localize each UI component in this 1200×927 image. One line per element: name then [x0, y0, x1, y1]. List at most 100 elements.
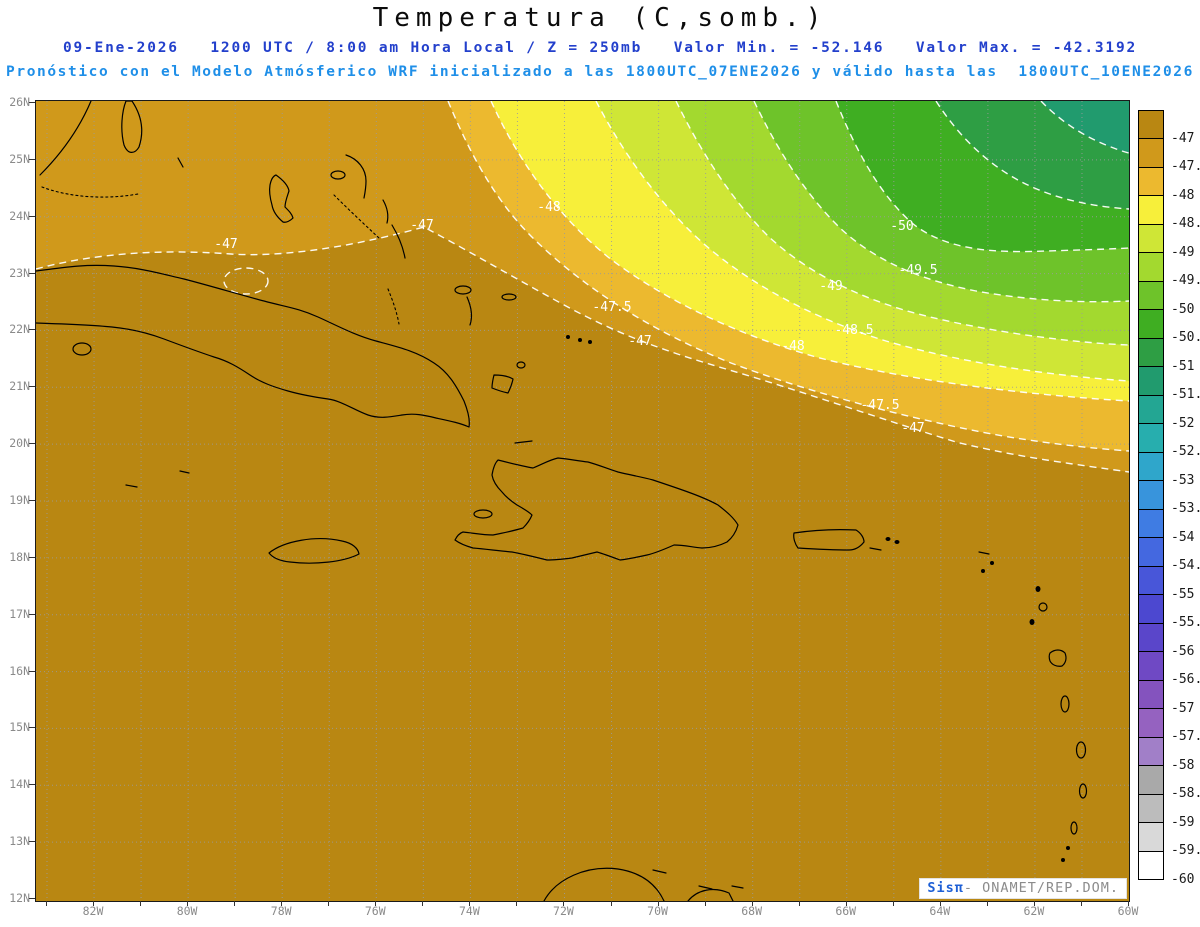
lon-tick-label: 76W — [364, 904, 386, 918]
contour-line — [447, 101, 1129, 452]
sispi-logo: Sisπ — [927, 880, 964, 896]
colorbar-tick-label: -59.5 — [1171, 843, 1200, 859]
lat-tick-label: 26N — [9, 95, 30, 109]
colorbar-cell — [1139, 566, 1163, 596]
colorbar-cell — [1139, 680, 1163, 710]
acklins-island — [466, 296, 473, 326]
south-america-coastline — [543, 867, 665, 901]
paraguana-peninsula — [687, 888, 734, 901]
contour-label: -47 — [214, 237, 237, 252]
colorbar-cell — [1139, 652, 1163, 681]
colorbar-cell — [1139, 737, 1163, 767]
colorbar-tick-label: -51.5 — [1171, 387, 1200, 403]
contour-line — [1040, 101, 1129, 154]
virgin-islands — [894, 540, 900, 544]
map-canvas: -47-47-48-47.5-47 -48-48.5-49-49.5-50-47.… — [36, 101, 1129, 901]
lon-tick-label: 82W — [82, 904, 104, 918]
colorbar-tick-label: -59 — [1171, 814, 1195, 830]
coastlines — [36, 101, 1088, 901]
lon-tick-label: 72W — [553, 904, 574, 918]
martinique — [1075, 741, 1087, 759]
contour-labels: -47-47-48-47.5-47 -48-48.5-49-49.5-50-47.… — [214, 200, 937, 436]
branding-org: - ONAMET/REP.DOM. — [963, 880, 1119, 896]
colorbar-tick-label: -55 — [1171, 586, 1195, 602]
crooked-island — [454, 285, 472, 295]
isla-juventud — [72, 342, 92, 356]
colorbar-tick-label: -57.5 — [1171, 729, 1200, 745]
gonave-island — [473, 509, 493, 519]
colorbar-tick-label: -48 — [1171, 187, 1195, 203]
colorbar-tick-label: -51 — [1171, 358, 1195, 374]
colorbar-tick-label: -54 — [1171, 529, 1195, 545]
lat-tick-label: 22N — [9, 322, 30, 337]
lat-tick-label: 13N — [9, 834, 30, 849]
exuma-cays — [333, 194, 380, 239]
st-martin — [978, 551, 990, 555]
curacao — [698, 885, 713, 890]
lat-tick-label: 14N — [9, 777, 30, 792]
lat-tick-label: 12N — [9, 890, 30, 905]
colorbar-tick-label: -48.5 — [1171, 216, 1200, 232]
lat-tick-label: 17N — [9, 606, 30, 621]
lat-tick-label: 16N — [9, 663, 30, 678]
grid-layer — [36, 101, 1129, 901]
lon-tick-label: 66W — [835, 904, 857, 918]
colorbar-tick-label: -57 — [1171, 700, 1195, 716]
colorbar-cell — [1139, 452, 1163, 482]
aruba — [652, 869, 667, 874]
lon-tick-label: 80W — [176, 904, 198, 918]
bonaire — [731, 885, 744, 889]
montserrat — [1029, 619, 1035, 625]
contour-line — [595, 101, 1129, 382]
lat-tick-label: 24N — [9, 208, 30, 223]
bimini-islands — [177, 157, 184, 168]
temperature-bands — [36, 101, 1129, 901]
hispaniola-coastline — [454, 457, 739, 561]
colorbar-cell — [1139, 538, 1163, 567]
contour-line — [36, 226, 1129, 473]
contour-label: -47.5 — [592, 300, 631, 315]
colorbar-cell — [1139, 623, 1163, 653]
contour-label: -50 — [890, 219, 913, 234]
lat-tick-label: 23N — [9, 265, 30, 280]
colorbar-cell — [1139, 851, 1163, 880]
cayman-islands — [125, 470, 190, 488]
contour-line — [835, 101, 1129, 253]
colorbar-tick-label: -54.5 — [1171, 558, 1200, 574]
colorbar-cell — [1139, 709, 1163, 738]
contour-line — [223, 267, 269, 295]
lon-tick-label: 60W — [1117, 904, 1139, 918]
colorbar-cell — [1139, 281, 1163, 311]
dominica — [1060, 695, 1070, 713]
grenadines — [1061, 858, 1065, 862]
model-init-line: Pronóstico con el Modelo Atmósferico WRF… — [6, 64, 1194, 80]
florida-coastline — [39, 101, 92, 176]
colorbar-cell — [1139, 766, 1163, 795]
map-area: -47 -47 -48 -47.5 -47 -48 -48.5 -49 -49.5 -50 -47.… — [35, 100, 1130, 902]
forecast-valid-line: 09-Ene-2026 1200 UTC / 8:00 am Hora Loca… — [62, 40, 1138, 56]
colorbar-cell — [1139, 310, 1163, 339]
mayaguana-island — [501, 293, 517, 301]
lon-tick-label: 78W — [270, 904, 292, 918]
colorbar-tick-label: -58.5 — [1171, 786, 1200, 802]
florida-peninsula — [121, 101, 143, 153]
contour-label: -49 — [819, 279, 842, 294]
colorbar-cell — [1139, 595, 1163, 624]
contour-label: -47 — [901, 421, 924, 436]
lon-tick-label: 68W — [741, 904, 763, 918]
colorbar-cell — [1139, 367, 1163, 396]
lat-tick-label: 19N — [9, 492, 30, 507]
cat-island — [382, 199, 389, 224]
colorbar-tick-label: -56 — [1171, 643, 1195, 659]
colorbar-tick-label: -47 — [1171, 130, 1195, 146]
tortuga-island — [514, 440, 533, 444]
temp-band — [1041, 101, 1129, 153]
contour-line — [675, 101, 1129, 346]
colorbar — [1138, 110, 1164, 880]
colorbar-cell — [1139, 395, 1163, 425]
barbuda — [1035, 586, 1041, 592]
colorbar-tick-label: -52.5 — [1171, 444, 1200, 460]
colorbar-cell — [1139, 509, 1163, 539]
new-providence — [330, 170, 346, 180]
